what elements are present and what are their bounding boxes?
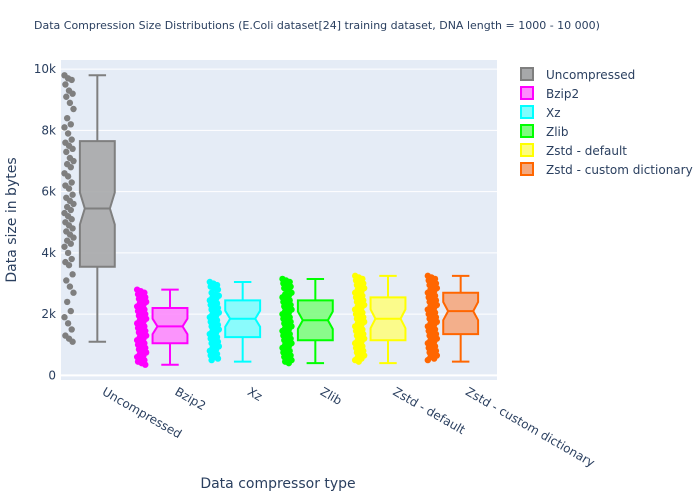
data-point [70,105,77,113]
box-body [78,140,116,268]
chart-title: Data Compression Size Distributions (E.C… [34,19,600,32]
x-tick-label: Zstd - default [391,384,468,437]
legend-swatch [520,162,534,176]
data-point [64,130,72,137]
data-point [63,148,70,156]
y-tick-label: 0 [48,368,56,382]
data-point [67,240,74,247]
legend-swatch [520,105,534,119]
data-point [69,191,76,198]
y-tick-label: 8k [41,123,56,137]
box-4 [369,274,407,365]
x-tick-label: Xz [245,384,265,403]
legend-item[interactable]: Xz [520,105,561,120]
data-point [70,234,77,241]
legend-swatch [520,86,534,100]
legend-swatch [520,67,534,81]
box-2 [224,281,262,363]
data-point [64,249,72,257]
data-point [64,320,72,327]
data-point [66,99,74,107]
legend-label: Uncompressed [546,68,635,82]
data-point [64,173,72,180]
data-point [67,121,74,128]
jitter-points [61,72,441,368]
data-point [61,243,68,250]
data-point [70,200,77,208]
box-3 [296,277,334,365]
grid-lines [61,68,497,377]
y-tick-label: 10k [34,62,56,76]
data-point [70,157,77,165]
box-body [442,291,480,336]
data-point [142,361,149,368]
box-5 [442,274,480,363]
y-axis-title: Data size in bytes [4,157,20,282]
plot-area [61,60,497,380]
data-point [67,206,74,214]
data-point [65,185,73,192]
data-point [69,90,76,97]
data-point [67,163,74,171]
x-tick-label: Zlib [318,384,344,407]
data-point [63,298,71,306]
y-tick-label: 4k [41,246,56,260]
legend-label: Xz [546,106,561,120]
data-point [285,359,292,367]
data-point [68,255,75,263]
legend-item[interactable]: Zstd - custom dictionary [520,162,693,177]
data-point [69,271,76,278]
data-point [424,356,432,364]
x-axis-title: Data compressor type [200,476,355,492]
data-point [66,283,74,290]
legend-item[interactable]: Zstd - default [520,143,627,158]
legend-label: Zstd - default [546,144,627,158]
data-point [62,81,69,88]
box-0 [78,74,116,343]
data-point [430,355,438,362]
legend-label: Bzip2 [546,87,579,101]
data-point [63,93,70,100]
data-point [355,358,362,365]
data-point [208,356,215,364]
x-tick-label: Zstd - custom dictionary [463,384,597,469]
data-point [61,314,68,321]
data-point [69,225,76,232]
data-point [65,261,73,269]
data-point [68,136,75,143]
legend[interactable]: Uncompressed Bzip2 Xz Zlib Zstd - default Zst… [520,67,693,177]
y-axis-ticks: 0 2k 4k 6k 8k 10k [34,62,56,382]
data-point [214,355,222,362]
data-point [68,76,75,84]
data-point [63,114,71,122]
data-point [63,277,70,284]
legend-item[interactable]: Uncompressed [520,67,635,82]
legend-swatch [520,124,534,138]
legend-label: Zstd - custom dictionary [546,163,693,177]
data-point [68,179,75,186]
data-point [67,307,74,315]
y-tick-label: 2k [41,307,56,321]
legend-label: Zlib [546,125,569,139]
data-point [61,124,68,131]
y-tick-label: 6k [41,185,56,199]
data-point [69,338,76,345]
data-point [68,216,75,223]
boxes [78,74,480,366]
legend-item[interactable]: Bzip2 [520,86,579,101]
legend-swatch [520,143,534,157]
box-1 [151,288,189,366]
x-tick-label: Bzip2 [173,384,209,413]
data-point [69,145,76,153]
data-point [68,326,75,333]
data-point [70,289,77,296]
x-tick-label: Uncompressed [100,384,184,441]
legend-item[interactable]: Zlib [520,124,569,139]
